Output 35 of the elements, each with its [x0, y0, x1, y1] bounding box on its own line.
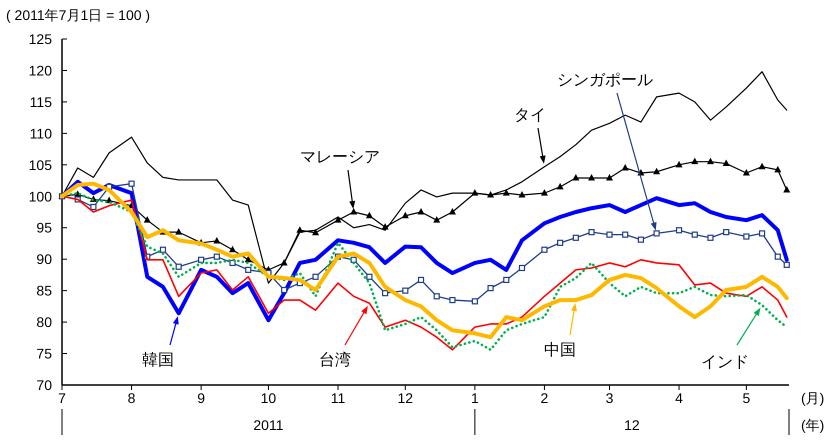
x-tick-label: 8: [128, 390, 136, 406]
y-tick-label: 75: [36, 346, 52, 362]
text: マレーシア: [300, 149, 380, 166]
y-tick-label: 110: [30, 125, 52, 142]
x-tick-label: 3: [606, 390, 614, 406]
x-tick-label: 11: [330, 390, 346, 406]
y-tick-label: 125: [28, 31, 52, 47]
text: 2011: [253, 417, 284, 433]
x-tick-label: 2: [540, 390, 549, 406]
x-tick-label: 4: [675, 390, 684, 406]
text: 12: [624, 417, 640, 433]
y-tick-label: 120: [28, 62, 52, 78]
x-tick-label: 1: [470, 390, 479, 406]
y-tick-label: 90: [36, 251, 52, 268]
y-axis-title: ( 2011年7月1日 = 100 ): [6, 7, 150, 23]
legend-label: 韓国: [142, 351, 174, 369]
y-tick-label: 115: [30, 94, 52, 110]
x-tick-label: 5: [742, 390, 750, 406]
text: (年): [801, 417, 824, 433]
text: タイ: [514, 107, 546, 124]
x-tick-label: 9: [197, 390, 206, 406]
x-tick-label: 7: [58, 390, 66, 406]
legend-label: 中国: [544, 341, 576, 359]
legend-label: 台湾: [319, 351, 351, 369]
x-tick-label: 12: [398, 390, 414, 406]
legend-label: インド: [701, 354, 749, 371]
y-tick-label: 85: [36, 282, 52, 299]
y-tick-label: 70: [36, 377, 52, 393]
y-tick-label: 100: [28, 188, 52, 204]
y-tick-label: 105: [28, 156, 52, 173]
x-axis-title: (月): [801, 390, 824, 406]
y-tick-label: 95: [36, 220, 52, 236]
y-tick-label: 80: [36, 314, 52, 330]
text: シンガポール: [557, 72, 653, 89]
x-tick-label: 10: [260, 390, 276, 406]
